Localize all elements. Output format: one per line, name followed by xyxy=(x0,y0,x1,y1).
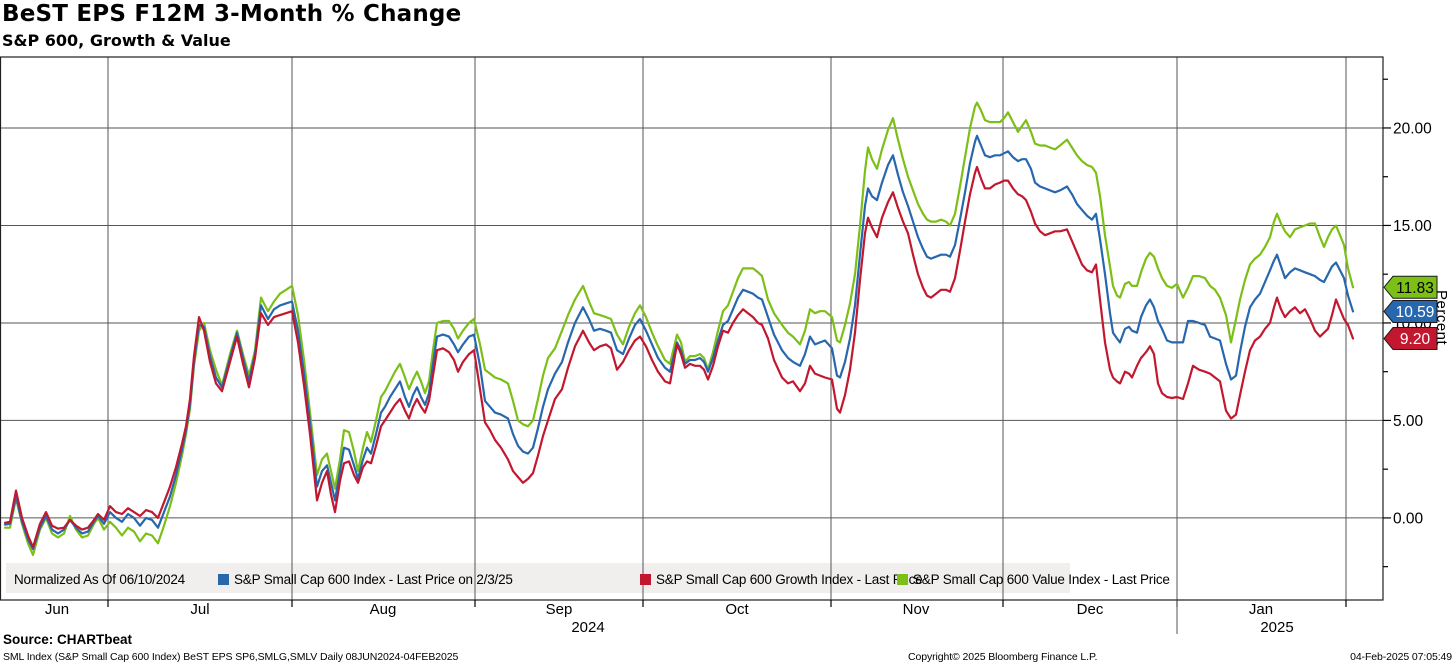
svg-text:20.00: 20.00 xyxy=(1393,120,1432,137)
svg-text:5.00: 5.00 xyxy=(1393,413,1424,430)
footer-ticker-info: SML Index (S&P Small Cap 600 Index) BeST… xyxy=(3,651,459,663)
source-label: Source: CHARTbeat xyxy=(3,632,133,647)
y-axis-title: Percent xyxy=(1433,290,1450,346)
svg-text:11.83: 11.83 xyxy=(1396,280,1434,297)
svg-text:Jan: Jan xyxy=(1249,601,1273,618)
svg-text:Jun: Jun xyxy=(45,601,69,618)
footer-copyright: Copyright© 2025 Bloomberg Finance L.P. xyxy=(908,651,1098,663)
svg-text:Oct: Oct xyxy=(725,601,749,618)
svg-text:Sep: Sep xyxy=(546,601,573,618)
svg-text:Jul: Jul xyxy=(190,601,209,618)
footer-timestamp: 04-Feb-2025 07:05:49 xyxy=(1350,651,1452,663)
svg-text:Aug: Aug xyxy=(370,601,397,618)
svg-text:0.00: 0.00 xyxy=(1393,510,1424,527)
page-title: BeST EPS F12M 3-Month % Change xyxy=(2,1,462,27)
page-subtitle: S&P 600, Growth & Value xyxy=(2,31,231,50)
svg-text:2024: 2024 xyxy=(571,619,604,636)
svg-text:Dec: Dec xyxy=(1077,601,1104,618)
svg-text:15.00: 15.00 xyxy=(1393,218,1432,235)
svg-text:2025: 2025 xyxy=(1260,619,1293,636)
svg-text:9.20: 9.20 xyxy=(1400,331,1431,348)
svg-text:Nov: Nov xyxy=(903,601,930,618)
svg-text:10.59: 10.59 xyxy=(1396,304,1435,321)
